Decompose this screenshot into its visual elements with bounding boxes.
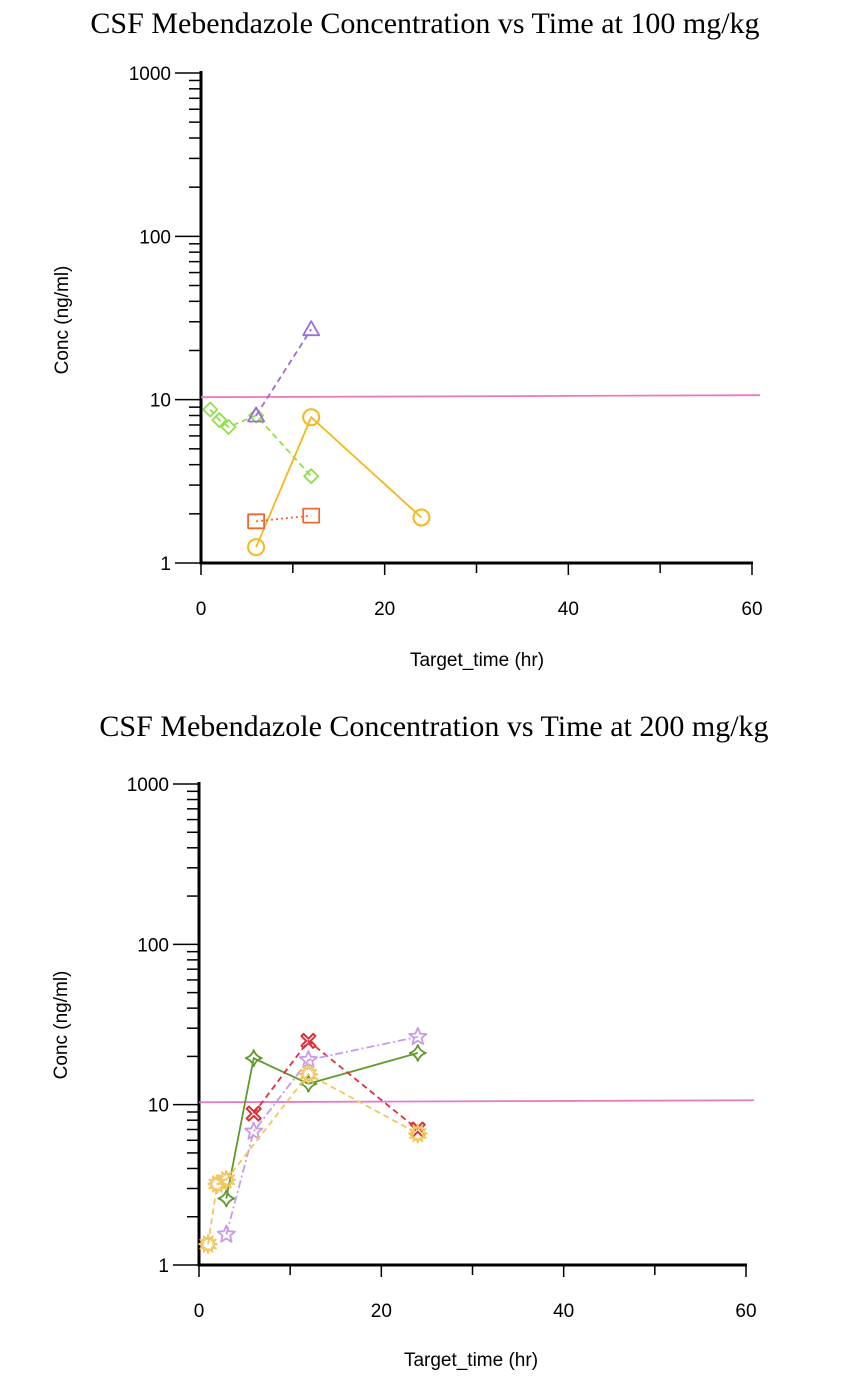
data-point xyxy=(244,1049,263,1068)
series-triangle xyxy=(247,320,321,423)
series-x xyxy=(245,1032,426,1138)
data-point xyxy=(298,1064,319,1085)
data-point xyxy=(244,1121,264,1140)
data-point xyxy=(216,1224,236,1243)
series-line xyxy=(209,408,312,477)
series-burst xyxy=(198,1064,428,1254)
series-line xyxy=(255,328,312,416)
x-tick-label: 60 xyxy=(741,599,762,620)
data-point xyxy=(298,1050,318,1069)
y-tick-label: 100 xyxy=(137,935,169,956)
data-point xyxy=(408,1026,428,1045)
series-line xyxy=(207,1073,419,1245)
data-point xyxy=(302,320,321,337)
data-point xyxy=(211,412,228,428)
y-tick-label: 1000 xyxy=(129,64,171,85)
series-diamond xyxy=(202,401,320,485)
data-point xyxy=(303,468,320,485)
data-point xyxy=(302,408,321,427)
reference-line xyxy=(200,394,761,399)
data-point xyxy=(217,1189,236,1208)
data-point xyxy=(247,538,266,557)
data-point xyxy=(407,1123,428,1144)
chart-200mgkg: CSF Mebendazole Concentration vs Time at… xyxy=(51,710,769,1371)
y-axis-label: Conc (ng/ml) xyxy=(51,971,72,1080)
data-point xyxy=(202,401,219,418)
series-square xyxy=(247,507,321,530)
series-circle xyxy=(247,408,431,557)
chart-title: CSF Mebendazole Concentration vs Time at… xyxy=(99,710,768,743)
x-axis-label: Target_time (hr) xyxy=(410,650,544,671)
x-tick-label: 0 xyxy=(194,1301,205,1322)
x-tick-label: 40 xyxy=(558,599,579,620)
series-line xyxy=(255,415,423,548)
data-point xyxy=(302,507,321,524)
data-point xyxy=(247,406,265,423)
data-point xyxy=(245,1105,262,1122)
data-point xyxy=(247,513,265,530)
x-tick-label: 20 xyxy=(371,1301,392,1322)
data-point xyxy=(220,419,237,435)
data-point xyxy=(198,1234,218,1254)
series-line xyxy=(225,1035,418,1235)
x-tick-label: 60 xyxy=(735,1301,756,1322)
x-axis-label: Target_time (hr) xyxy=(404,1350,538,1371)
series-line xyxy=(252,1039,419,1131)
data-point xyxy=(216,1169,237,1190)
x-tick-label: 20 xyxy=(374,599,395,620)
y-axis-label: Conc (ng/ml) xyxy=(52,266,73,375)
series-line xyxy=(225,1052,419,1199)
y-tick-label: 10 xyxy=(148,1096,169,1117)
data-point xyxy=(300,1032,317,1049)
y-tick-label: 100 xyxy=(139,227,171,248)
x-tick-label: 40 xyxy=(553,1301,574,1322)
chart-title: CSF Mebendazole Concentration vs Time at… xyxy=(90,7,759,40)
series-line xyxy=(256,514,312,523)
chart-100mgkg: CSF Mebendazole Concentration vs Time at… xyxy=(52,7,763,671)
data-point xyxy=(248,407,264,424)
data-point xyxy=(408,1044,427,1062)
y-tick-label: 1 xyxy=(160,554,171,575)
y-tick-label: 1000 xyxy=(127,775,169,796)
x-tick-label: 0 xyxy=(196,599,207,620)
data-point xyxy=(412,508,431,527)
series-star xyxy=(216,1026,428,1243)
y-tick-label: 1 xyxy=(158,1256,169,1277)
reference-line xyxy=(198,1099,755,1104)
y-tick-label: 10 xyxy=(150,391,171,412)
series-diamond4 xyxy=(217,1044,427,1208)
